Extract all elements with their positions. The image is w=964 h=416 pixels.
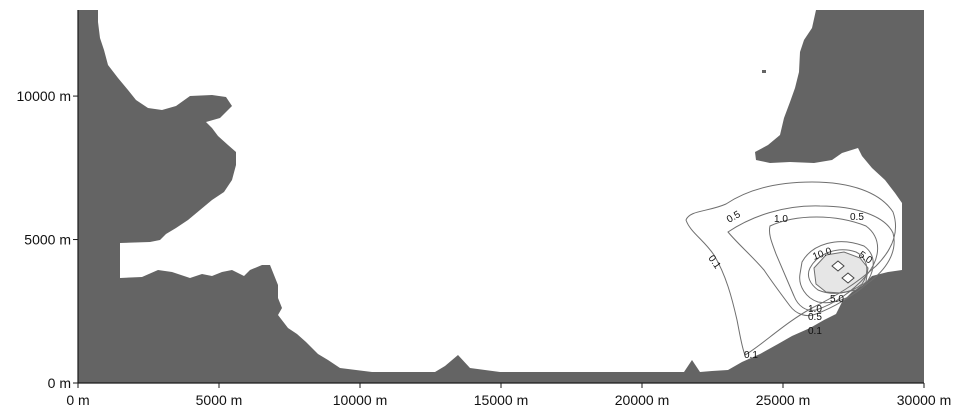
contour-label-1.0: 1.0 — [774, 214, 788, 225]
contour-line-1.0 — [769, 216, 879, 311]
x-tick-label: 30000 m — [897, 392, 951, 408]
x-tick-label: 20000 m — [615, 392, 669, 408]
x-tick-label: 15000 m — [474, 392, 528, 408]
contour-line-0.1 — [685, 181, 897, 356]
contour-line-5.0 — [799, 241, 874, 304]
contour-label-0.5: 0.5 — [850, 212, 864, 223]
x-tick-label: 25000 m — [756, 392, 810, 408]
contour-line-10.0 — [807, 249, 868, 294]
contour-label-0.5: 0.5 — [808, 312, 822, 323]
contour-label-1.0: 1.0 — [808, 304, 822, 315]
x-axis-ticks: 0 m 5000 m 10000 m 15000 m 20000 m 25000 m 300… — [66, 383, 951, 408]
x-tick-label: 10000 m — [333, 392, 387, 408]
contour-label-5.0: 5.0 — [830, 294, 844, 305]
y-tick-label: 10000 m — [17, 88, 71, 104]
contour-label-0.1: 0.1 — [808, 326, 822, 337]
small-islet — [762, 70, 766, 73]
source-marker — [831, 260, 845, 272]
source-marker — [841, 272, 855, 284]
contour-label-0.1: 0.1 — [744, 350, 758, 361]
x-tick-label: 0 m — [66, 392, 89, 408]
y-axis-ticks: 0 m 5000 m 10000 m — [17, 88, 78, 391]
water-body — [98, 10, 902, 372]
y-tick-label: 5000 m — [24, 232, 71, 248]
x-tick-label: 5000 m — [196, 392, 243, 408]
y-tick-label: 0 m — [48, 375, 71, 391]
